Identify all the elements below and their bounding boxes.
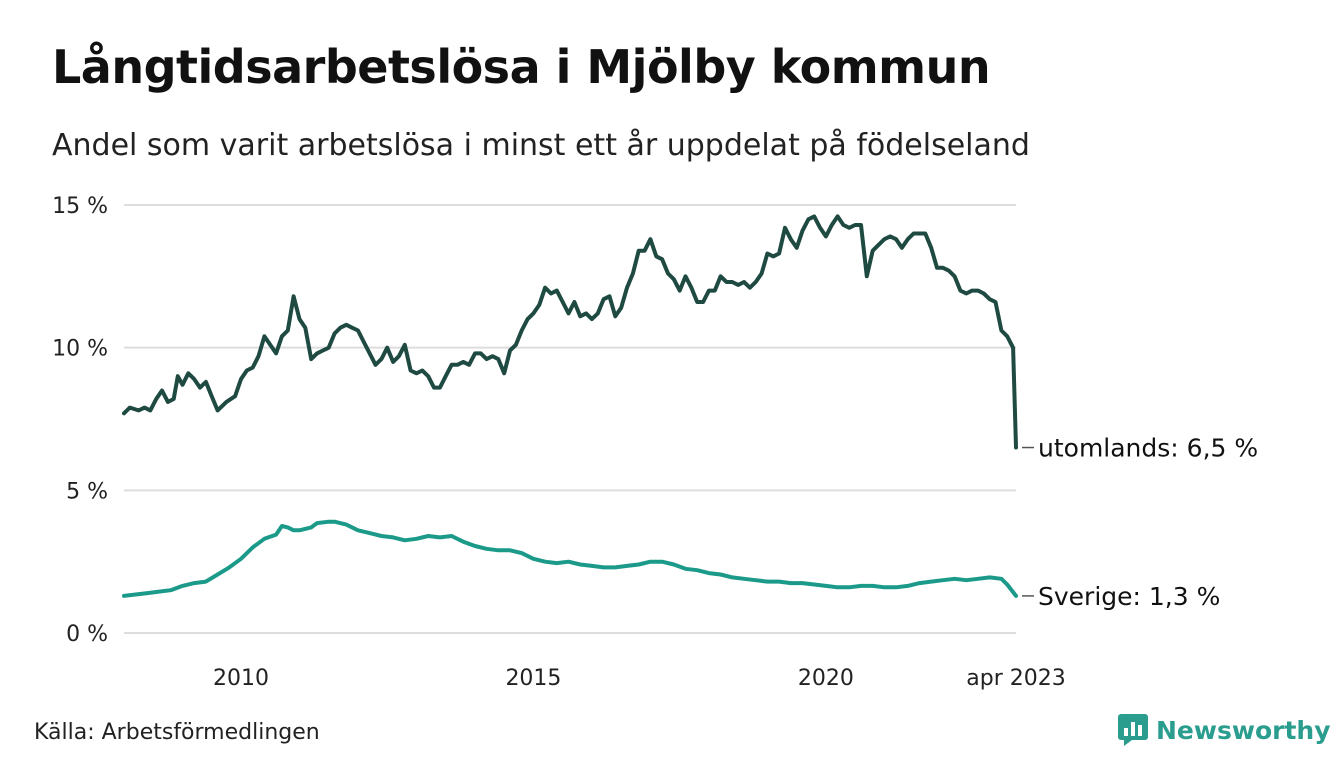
x-axis-ticks: 2010 2015 2020 apr 2023 <box>213 666 1066 691</box>
x-tick-label: 2015 <box>505 666 561 691</box>
source-note: Källa: Arbetsförmedlingen <box>34 720 320 745</box>
y-tick-label: 10 % <box>52 337 108 362</box>
y-axis-ticks: 0 % 5 % 10 % 15 % <box>52 194 108 647</box>
grid-lines <box>124 204 1016 634</box>
y-tick-label: 0 % <box>66 622 108 647</box>
brand-name: Newsworthy <box>1156 715 1331 745</box>
line-chart: 0 % 5 % 10 % 15 % 2010 2015 2020 apr 2023 utom… <box>52 194 1258 691</box>
y-tick-label: 5 % <box>66 479 108 504</box>
chart-title: Långtidsarbetslösa i Mjölby kommun <box>52 40 991 94</box>
chart-subtitle: Andel som varit arbetslösa i minst ett å… <box>52 128 1030 163</box>
end-labels: utomlands: 6,5 % Sverige: 1,3 % <box>1022 434 1258 611</box>
brand-logo: Newsworthy <box>1118 714 1331 746</box>
series-line-sverige <box>122 519 1018 598</box>
series-line-utomlands <box>122 214 1018 450</box>
newsworthy-logo-icon <box>1118 714 1148 746</box>
y-tick-label: 15 % <box>52 194 108 219</box>
x-tick-label: 2020 <box>798 666 854 691</box>
x-tick-label: 2010 <box>213 666 269 691</box>
series-lines <box>122 214 1018 598</box>
end-label-sverige: Sverige: 1,3 % <box>1038 582 1220 611</box>
x-tick-label: apr 2023 <box>966 666 1065 691</box>
end-label-utomlands: utomlands: 6,5 % <box>1038 434 1258 463</box>
